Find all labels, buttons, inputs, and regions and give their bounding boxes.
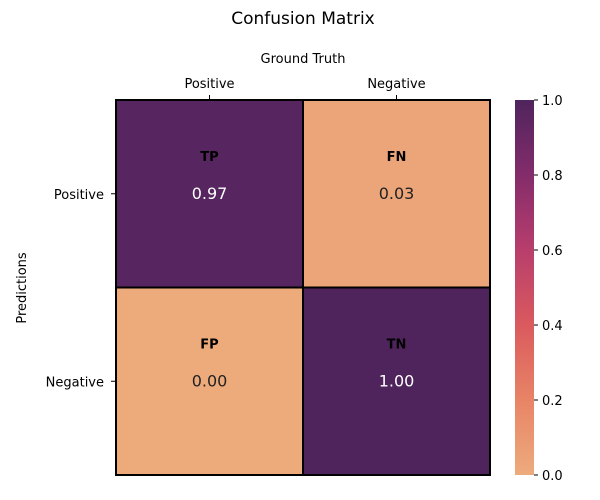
heatmap-cells: TP 0.97 FN 0.03 FP 0.00 TN 1.00 bbox=[115, 99, 491, 476]
heatmap-cell-tn bbox=[302, 286, 491, 476]
axis-ticks: Positive Negative Positive Negative bbox=[46, 77, 426, 390]
heatmap-cell-tp bbox=[115, 99, 304, 289]
cell-value-tp: 0.97 bbox=[192, 184, 228, 203]
y-tick-label: Positive bbox=[54, 188, 104, 203]
cell-tag-fp: FP bbox=[200, 338, 218, 353]
colorbar-ticks: 0.0 0.2 0.4 0.6 0.8 1.0 bbox=[534, 94, 563, 484]
cell-tag-tn: TN bbox=[387, 338, 407, 353]
x-tick-label: Positive bbox=[184, 77, 234, 92]
x-tick-label: Negative bbox=[367, 77, 425, 92]
cell-value-tn: 1.00 bbox=[379, 372, 415, 391]
colorbar-tick-label: 0.2 bbox=[542, 394, 563, 409]
cell-tag-fn: FN bbox=[387, 150, 407, 165]
colorbar-tick-label: 0.4 bbox=[542, 319, 563, 334]
y-tick-label: Negative bbox=[46, 375, 104, 390]
colorbar-tick-label: 0.0 bbox=[542, 469, 563, 484]
colorbar-tick-label: 1.0 bbox=[542, 94, 563, 109]
cell-value-fp: 0.00 bbox=[192, 372, 228, 391]
colorbar-tick-label: 0.6 bbox=[542, 244, 563, 259]
y-axis-label: Predictions bbox=[15, 252, 30, 324]
heatmap-cell-fn bbox=[302, 99, 491, 289]
colorbar-tick-label: 0.8 bbox=[542, 169, 563, 184]
colorbar: 0.0 0.2 0.4 0.6 0.8 1.0 bbox=[515, 94, 563, 484]
cell-tag-tp: TP bbox=[200, 150, 218, 165]
cell-value-fn: 0.03 bbox=[379, 184, 415, 203]
colorbar-gradient bbox=[515, 100, 534, 475]
x-axis-label: Ground Truth bbox=[261, 52, 346, 67]
heatmap-cell-fp bbox=[115, 286, 304, 476]
chart-title: Confusion Matrix bbox=[231, 9, 375, 29]
